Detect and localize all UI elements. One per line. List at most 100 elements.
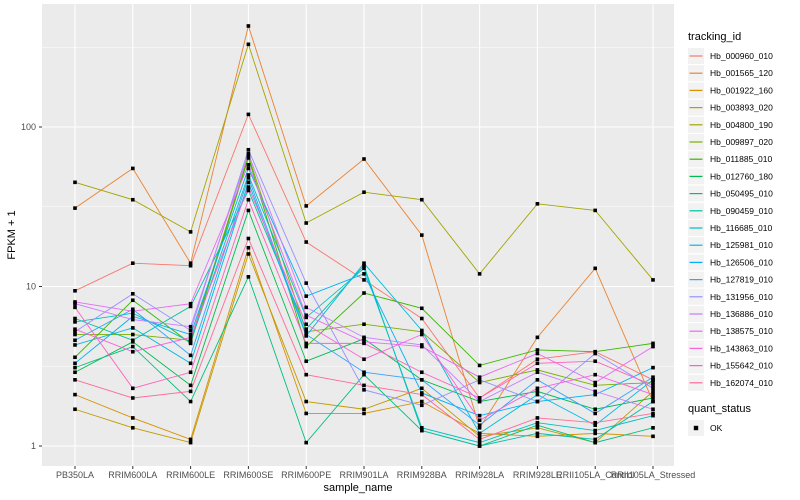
data-point-Hb_001565_120	[246, 24, 251, 28]
legend-label-Hb_050495_010: Hb_050495_010	[710, 189, 773, 199]
data-point-Hb_050495_010	[651, 426, 655, 430]
data-point-Hb_126506_010	[477, 413, 482, 418]
legend-label-Hb_009897_020: Hb_009897_020	[710, 137, 773, 147]
data-point-Hb_009897_020	[535, 368, 540, 372]
data-point-Hb_138575_010	[477, 375, 482, 379]
data-point-Hb_127819_010	[651, 375, 655, 379]
data-point-Hb_126506_010	[593, 392, 597, 397]
data-point-Hb_001922_160	[73, 392, 77, 397]
data-point-Hb_116685_010	[246, 173, 251, 177]
data-point-Hb_011885_010	[420, 306, 424, 311]
data-point-Hb_011885_010	[651, 341, 655, 346]
data-point-Hb_125981_010	[131, 326, 135, 330]
legend-label-Hb_126506_010: Hb_126506_010	[710, 257, 773, 267]
data-point-Hb_127819_010	[246, 176, 251, 180]
data-point-Hb_009897_020	[477, 380, 482, 385]
data-point-Hb_125981_010	[188, 361, 193, 366]
data-point-Hb_050495_010	[362, 372, 366, 377]
data-point-Hb_127819_010	[73, 338, 77, 343]
data-point-Hb_004800_190	[131, 197, 135, 202]
legend-key-square-ok	[693, 425, 699, 431]
data-point-Hb_162074_010	[246, 236, 251, 241]
data-point-Hb_143863_010	[73, 327, 77, 331]
data-point-Hb_001565_120	[188, 261, 193, 265]
data-point-Hb_001565_120	[593, 266, 597, 271]
data-point-Hb_127819_010	[188, 353, 193, 358]
data-point-Hb_116685_010	[73, 320, 77, 324]
data-point-Hb_143863_010	[420, 332, 424, 337]
data-point-Hb_000960_010	[73, 288, 77, 293]
data-point-Hb_116685_010	[420, 426, 424, 430]
data-point-Hb_155642_010	[651, 383, 655, 388]
legend-quant-status-entries: OK	[688, 420, 723, 436]
data-point-Hb_001922_160	[593, 431, 597, 436]
data-point-Hb_116685_010	[304, 315, 308, 320]
data-point-Hb_143863_010	[362, 357, 366, 362]
data-point-Hb_136886_010	[362, 335, 366, 340]
data-point-Hb_001565_120	[535, 335, 540, 340]
data-point-Hb_162074_010	[651, 411, 655, 416]
axis-tick-marks	[39, 126, 654, 469]
data-point-Hb_012760_180	[535, 389, 540, 394]
data-point-Hb_012760_180	[651, 396, 655, 400]
legend-label-Hb_125981_010: Hb_125981_010	[710, 240, 773, 250]
data-point-Hb_131956_010	[304, 281, 308, 285]
data-point-Hb_000960_010	[535, 357, 540, 362]
data-point-Hb_143863_010	[131, 349, 135, 354]
legend-label-Hb_127819_010: Hb_127819_010	[710, 275, 773, 285]
data-point-Hb_126506_010	[131, 314, 135, 319]
data-point-Hb_001565_120	[304, 204, 308, 208]
data-point-Hb_004800_190	[73, 180, 77, 185]
data-point-Hb_155642_010	[131, 386, 135, 391]
x-axis-tick-labels: PB350LA RRIM600LA RRIM600LE RRIM600SE RRIM60…	[56, 470, 695, 480]
data-point-Hb_003893_020	[420, 386, 424, 391]
data-point-Hb_131956_010	[131, 291, 135, 296]
data-point-Hb_004800_190	[477, 272, 482, 276]
data-point-Hb_003893_020	[477, 434, 482, 439]
data-point-Hb_136886_010	[304, 305, 308, 310]
data-point-Hb_136886_010	[477, 399, 482, 404]
data-point-Hb_131956_010	[362, 388, 366, 392]
data-point-Hb_162074_010	[593, 420, 597, 425]
data-point-Hb_009897_020	[651, 380, 655, 385]
data-point-Hb_127819_010	[304, 332, 308, 337]
data-point-Hb_116685_010	[593, 428, 597, 433]
data-point-Hb_090459_010	[73, 316, 77, 321]
data-point-Hb_090459_010	[246, 188, 251, 193]
data-point-Hb_004800_190	[420, 197, 424, 202]
data-point-Hb_138575_010	[651, 344, 655, 349]
y-tick-label: 1	[31, 441, 36, 451]
data-point-Hb_138575_010	[304, 313, 308, 318]
data-point-Hb_009897_020	[246, 153, 251, 158]
data-point-Hb_011885_010	[477, 363, 482, 368]
legend-label-Hb_138575_010: Hb_138575_010	[710, 326, 773, 336]
data-point-Hb_000960_010	[188, 263, 193, 268]
data-point-Hb_138575_010	[188, 301, 193, 306]
legend-label-ok: OK	[710, 423, 723, 433]
x-tick-label-PB350LA: PB350LA	[56, 470, 94, 480]
data-point-Hb_125981_010	[593, 423, 597, 428]
data-point-Hb_012760_180	[304, 359, 308, 364]
data-point-Hb_138575_010	[420, 344, 424, 349]
data-point-Hb_127819_010	[420, 378, 424, 382]
data-point-Hb_090459_010	[304, 327, 308, 331]
data-point-Hb_000960_010	[131, 261, 135, 265]
y-tick-label: 10	[26, 282, 36, 292]
panel-background	[42, 4, 674, 466]
data-point-Hb_001565_120	[420, 233, 424, 237]
data-point-Hb_090459_010	[593, 437, 597, 442]
data-point-Hb_131956_010	[477, 378, 482, 382]
data-point-Hb_090459_010	[535, 431, 540, 436]
legend-label-Hb_001565_120: Hb_001565_120	[710, 68, 773, 78]
data-point-Hb_136886_010	[188, 324, 193, 329]
data-point-Hb_011885_010	[362, 291, 366, 295]
legend-label-Hb_004800_190: Hb_004800_190	[710, 120, 773, 130]
data-point-Hb_009897_020	[593, 383, 597, 388]
data-point-Hb_143863_010	[477, 418, 482, 423]
major-gridlines	[42, 4, 674, 466]
data-point-Hb_143863_010	[246, 185, 251, 189]
data-point-Hb_125981_010	[362, 261, 366, 265]
data-point-Hb_125981_010	[420, 328, 424, 333]
data-point-Hb_138575_010	[246, 162, 251, 167]
